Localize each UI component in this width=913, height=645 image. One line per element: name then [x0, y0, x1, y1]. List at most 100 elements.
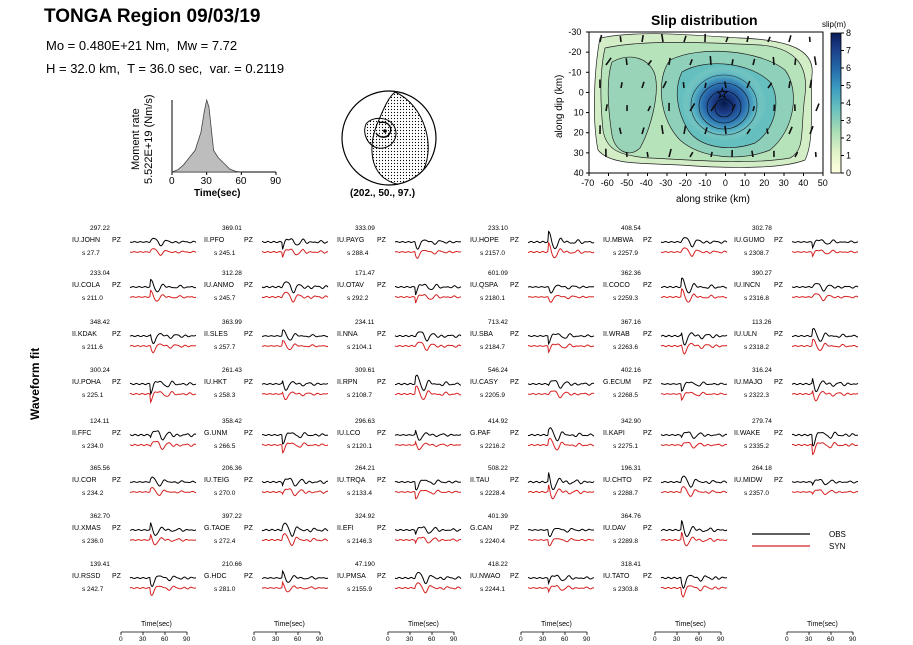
syn-trace — [660, 532, 728, 547]
station-azimuth: s 2275.1 — [613, 443, 638, 450]
time-axis-tick-label: 30 — [805, 636, 813, 643]
station-name: G.PAF — [470, 430, 490, 437]
station-amplitude: 124.11 — [90, 418, 110, 425]
station-azimuth: s 2263.6 — [613, 344, 638, 351]
colorbar-label: slip(m) — [822, 20, 846, 29]
slip-title: Slip distribution — [651, 12, 758, 28]
time-axis-label: Time(sec) — [141, 621, 172, 628]
station-amplitude: 402.16 — [621, 367, 641, 374]
station-component: PZ — [244, 525, 254, 532]
slip-vector-arrow — [710, 151, 713, 158]
station-name: II.KDAK — [72, 331, 97, 338]
station-azimuth: s 2108.7 — [347, 392, 372, 399]
station-component: PZ — [244, 379, 254, 386]
syn-trace — [791, 390, 859, 402]
syn-trace — [527, 241, 595, 259]
syn-trace — [394, 440, 462, 451]
slip-ytick-label: 40 — [574, 168, 584, 178]
station-trace: 390.27 IU.INCN PZ s 2316.8 — [734, 270, 859, 302]
slip-vectors — [599, 33, 820, 158]
syn-trace — [261, 291, 329, 303]
slip-vector-arrow — [619, 36, 622, 43]
slip-vector-arrow — [710, 103, 717, 112]
moment-rate-xlabel: Time(sec) — [194, 188, 241, 199]
syn-trace — [527, 538, 595, 547]
time-axis-tick-label: 90 — [849, 636, 857, 643]
slip-vector-arrow — [668, 57, 671, 66]
duration-value: T = 36.0 sec, — [127, 61, 203, 76]
station-azimuth: s 234.0 — [82, 443, 104, 450]
slip-peak — [682, 65, 766, 141]
station-azimuth: s 2322.3 — [744, 392, 769, 399]
station-amplitude: 546.24 — [488, 367, 508, 374]
station-trace: 713.42 IU.SBA PZ s 2184.7 — [470, 319, 595, 354]
obs-trace — [791, 431, 859, 447]
time-axis-tick-label: 60 — [161, 636, 169, 643]
station-azimuth: s 2259.3 — [613, 295, 638, 302]
obs-trace — [394, 430, 462, 441]
station-component: PZ — [643, 379, 653, 386]
slip-vector-arrow — [683, 35, 687, 43]
station-name: IU.OTAV — [337, 282, 364, 289]
station-amplitude: 367.16 — [621, 319, 641, 326]
time-axis: Time(sec) 0 30 60 90 — [386, 621, 458, 643]
station-trace: 296.63 IU.LCO PZ s 2120.1 — [337, 418, 462, 451]
waveform-grid: 297.22 IU.JOHN PZ s 27.7 233.04 IU.COLA PZ s 21… — [72, 225, 859, 598]
station-trace: 139.41 IU.RSSD PZ s 242.7 — [72, 561, 196, 596]
slip-vector-arrow — [794, 58, 797, 66]
station-name: IU.HKT — [204, 379, 228, 386]
moment-rate-ylabel-2: 5.522E+19 (Nm/s) — [143, 94, 155, 184]
syn-trace — [261, 391, 329, 401]
station-component: PZ — [510, 237, 520, 244]
obs-trace — [394, 572, 462, 585]
obs-trace — [129, 476, 197, 487]
slip-vector-arrow — [752, 58, 756, 66]
time-axis: Time(sec) 0 30 60 90 — [252, 621, 324, 643]
slip-vector-arrow — [660, 124, 664, 135]
station-azimuth: s 2120.1 — [347, 443, 372, 450]
station-name: II.TAU — [470, 477, 489, 484]
station-trace: 210.66 G.HDC PZ s 281.0 — [204, 561, 329, 593]
station-azimuth: s 270.0 — [214, 490, 236, 497]
station-component: PZ — [244, 573, 254, 580]
time-axis-tick-label: 90 — [183, 636, 191, 643]
station-amplitude: 234.11 — [355, 319, 375, 326]
slip-xlabel: along strike (km) — [676, 194, 750, 205]
station-azimuth: s 2244.1 — [480, 586, 505, 593]
station-component: PZ — [377, 477, 387, 484]
slip-vector-arrow — [605, 104, 608, 112]
time-axis-tick-label: 0 — [653, 636, 657, 643]
colorbar-tick-label: 3 — [846, 116, 851, 126]
slip-ytick-label: 30 — [574, 148, 584, 158]
syn-trace — [394, 536, 461, 545]
obs-trace — [129, 575, 196, 588]
obs-trace — [527, 472, 595, 490]
station-trace: 418.22 IU.NWAO PZ s 2244.1 — [470, 561, 595, 594]
station-name: IU.JOHN — [72, 237, 100, 244]
station-trace: 362.36 II.COCO PZ s 2259.3 — [603, 270, 728, 303]
station-name: II.WAKE — [734, 430, 761, 437]
slip-vector-arc — [375, 121, 392, 138]
depth-duration-line: H = 32.0 km, T = 36.0 sec, var. = 0.2119 — [46, 61, 284, 76]
slip-vector-arrow — [625, 58, 628, 66]
station-component: PZ — [112, 525, 122, 532]
station-component: PZ — [510, 573, 520, 580]
slip-contour-4 — [690, 74, 758, 136]
slip-vector-arrow — [725, 36, 729, 43]
slip-ytick-label: -20 — [568, 47, 581, 57]
station-azimuth: s 242.7 — [82, 586, 104, 593]
syn-trace — [527, 295, 595, 303]
station-component: PZ — [643, 237, 653, 244]
station-component: PZ — [510, 379, 520, 386]
syn-trace — [660, 342, 728, 355]
obs-trace — [394, 239, 462, 250]
syn-trace — [394, 489, 462, 500]
syn-trace — [261, 488, 329, 497]
slip-xtick-label: 20 — [759, 178, 769, 188]
station-component: PZ — [112, 379, 122, 386]
slip-vector-arrow — [689, 102, 696, 112]
station-name: II.PFO — [204, 237, 225, 244]
station-trace: 358.42 G.UNM PZ s 266.5 — [204, 418, 329, 454]
station-component: PZ — [643, 282, 653, 289]
